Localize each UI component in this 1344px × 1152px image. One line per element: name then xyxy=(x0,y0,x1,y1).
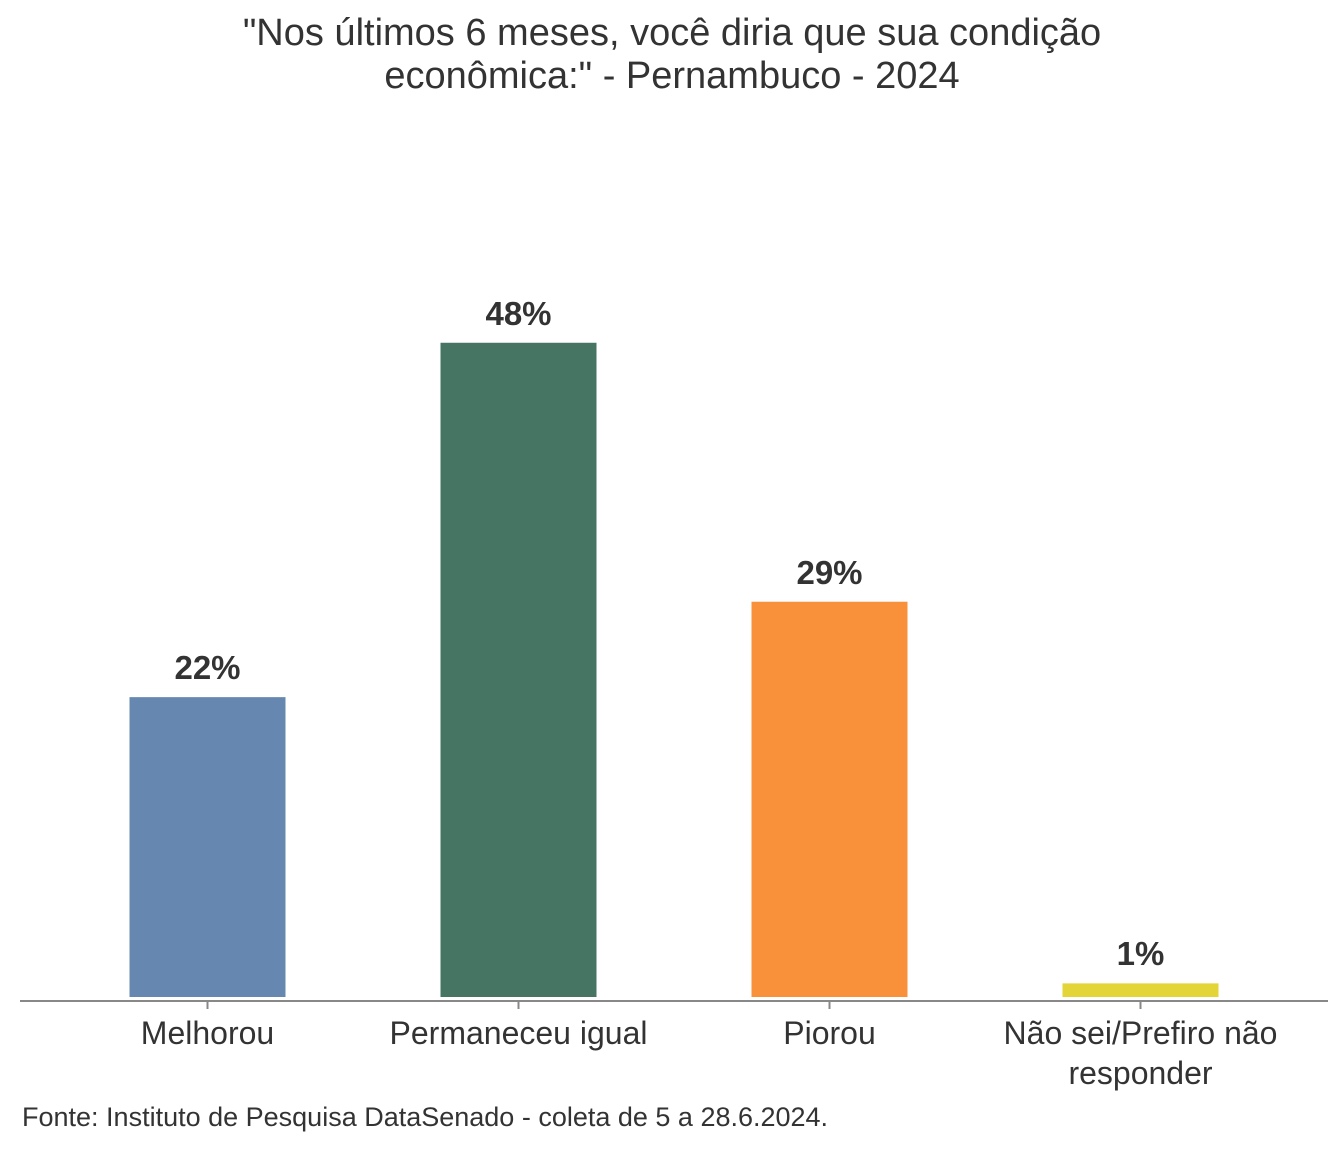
bar xyxy=(1062,983,1219,997)
data-label: 22% xyxy=(174,649,241,687)
x-tick-label: Não sei/Prefiro não responder xyxy=(1003,1015,1278,1091)
x-tick-label: Melhorou xyxy=(140,1015,275,1051)
x-tick-label: Piorou xyxy=(783,1015,876,1051)
x-tick-label: Permaneceu igual xyxy=(389,1015,648,1051)
data-label: 48% xyxy=(485,294,552,332)
bar xyxy=(751,601,908,997)
source-note: Fonte: Instituto de Pesquisa DataSenado … xyxy=(22,1102,829,1132)
bar xyxy=(440,342,597,997)
data-label: 29% xyxy=(796,553,863,591)
chart-title: "Nos últimos 6 meses, você diria que sua… xyxy=(242,12,1102,97)
bar xyxy=(129,697,286,997)
data-label: 1% xyxy=(1116,935,1165,973)
